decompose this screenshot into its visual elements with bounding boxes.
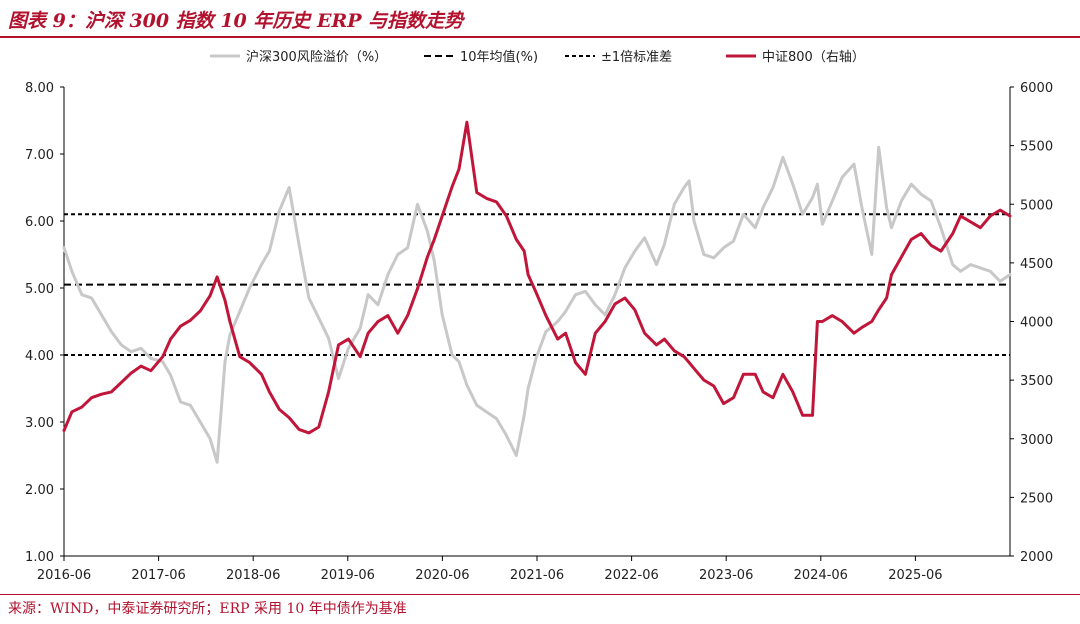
- chart-title: 图表 9：沪深 300 指数 10 年历史 ERP 与指数走势: [8, 10, 464, 32]
- chart-title-bar: 图表 9：沪深 300 指数 10 年历史 ERP 与指数走势: [0, 0, 1080, 40]
- x-tick-label: 2017-06: [131, 568, 185, 583]
- y2-tick-label: 4000: [1020, 316, 1053, 331]
- y2-tick-label: 5000: [1020, 198, 1053, 213]
- y2-tick-label: 2500: [1020, 491, 1053, 506]
- legend-label: 中证800（右轴）: [762, 50, 865, 65]
- x-tick-label: 2023-06: [699, 568, 753, 583]
- y-tick-label: 7.00: [25, 148, 54, 163]
- y-tick-label: 6.00: [25, 215, 54, 230]
- x-tick-label: 2018-06: [226, 568, 280, 583]
- y-tick-label: 4.00: [25, 349, 54, 364]
- y-tick-label: 8.00: [25, 81, 54, 96]
- footer-divider: [0, 594, 1080, 595]
- x-tick-label: 2016-06: [37, 568, 91, 583]
- csi800-series-line: [62, 120, 1012, 435]
- x-tick-label: 2024-06: [794, 568, 848, 583]
- erp-series-line: [62, 145, 1012, 464]
- x-tick-label: 2019-06: [321, 568, 375, 583]
- y2-tick-label: 3500: [1020, 374, 1053, 389]
- source-note: 来源：WIND，中泰证券研究所；ERP 采用 10 年中债作为基准: [8, 601, 407, 617]
- legend-label: 10年均值(%): [460, 49, 538, 65]
- y2-tick-label: 4500: [1020, 257, 1053, 272]
- legend-label: ±1倍标准差: [601, 50, 672, 65]
- erp-index-chart: 1.00 2.00 3.00 4.00 5.00 6.00 7.00 8.00 2000 2500…: [25, 49, 1053, 583]
- y-tick-label: 3.00: [25, 416, 54, 431]
- y2-tick-label: 3000: [1020, 433, 1053, 448]
- y2-tick-label: 2000: [1020, 550, 1053, 565]
- y-tick-label: 2.00: [25, 483, 54, 498]
- y-tick-label: 1.00: [25, 550, 54, 565]
- x-tick-label: 2022-06: [604, 568, 658, 583]
- y-tick-label: 5.00: [25, 282, 54, 297]
- x-tick-label: 2020-06: [415, 568, 469, 583]
- legend-label: 沪深300风险溢价（%）: [246, 49, 387, 65]
- x-tick-label: 2025-06: [888, 568, 942, 583]
- title-divider: [0, 36, 1080, 38]
- y2-tick-label: 6000: [1020, 81, 1053, 96]
- x-tick-label: 2021-06: [510, 568, 564, 583]
- y2-tick-label: 5500: [1020, 140, 1053, 155]
